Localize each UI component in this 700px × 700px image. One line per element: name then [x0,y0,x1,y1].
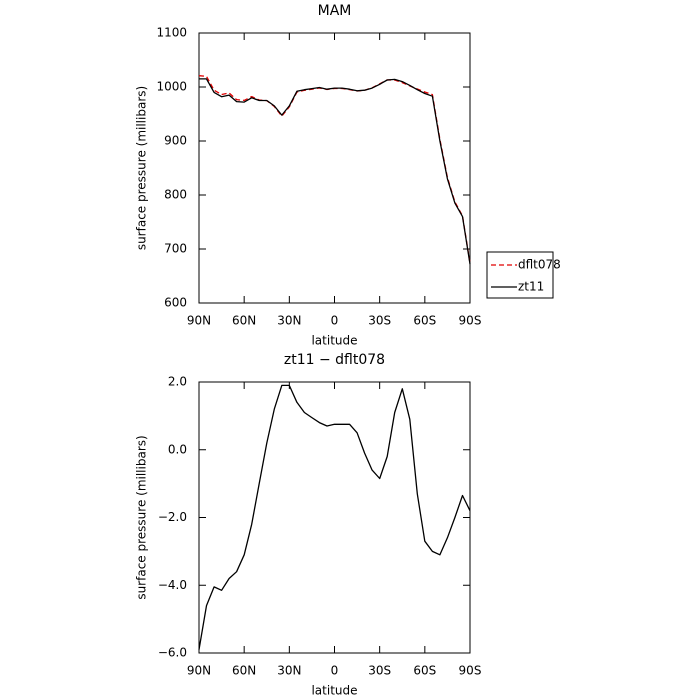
y-tick-label: 900 [164,134,187,148]
x-tick-label: 60N [232,314,256,328]
x-tick-label: 60N [232,664,256,678]
x-tick-label: 90N [187,314,211,328]
plot-frame [198,32,471,304]
line-series [199,78,471,265]
y-tick-label: 700 [164,242,187,256]
y-axis-label: surface pressure (millibars) [135,86,149,250]
legend-box [486,251,554,299]
x-axis-label: latitude [311,684,357,698]
y-tick-label: 1000 [156,80,187,94]
y-tick-label: 0.0 [168,442,187,456]
x-tick-label: 60S [413,314,436,328]
y-tick-label: −6.0 [158,646,187,660]
x-tick-label: 30N [277,314,301,328]
x-tick-label: 0 [331,664,339,678]
y-tick-label: −2.0 [158,510,187,524]
x-tick-label: 30N [277,664,301,678]
x-tick-label: 90S [459,314,482,328]
chart-title: MAM [318,3,352,19]
y-tick-label: 2.0 [168,375,187,389]
plot-frame [198,381,471,654]
x-tick-label: 30S [368,664,391,678]
line-series [198,75,471,264]
y-tick-label: 600 [164,296,187,310]
y-tick-label: 800 [164,188,187,202]
y-tick-label: 1100 [156,26,187,40]
legend-label: dflt078 [518,258,561,272]
x-axis-label: latitude [311,334,357,348]
chart-title: zt11 − dflt078 [284,352,385,368]
line-series [198,384,471,650]
x-tick-label: 0 [331,314,339,328]
x-tick-label: 90S [459,664,482,678]
y-tick-label: −4.0 [158,578,187,592]
y-axis-label: surface pressure (millibars) [135,435,149,599]
legend-label: zt11 [518,280,544,294]
x-tick-label: 60S [413,664,436,678]
x-tick-label: 90N [187,664,211,678]
x-tick-label: 30S [368,314,391,328]
